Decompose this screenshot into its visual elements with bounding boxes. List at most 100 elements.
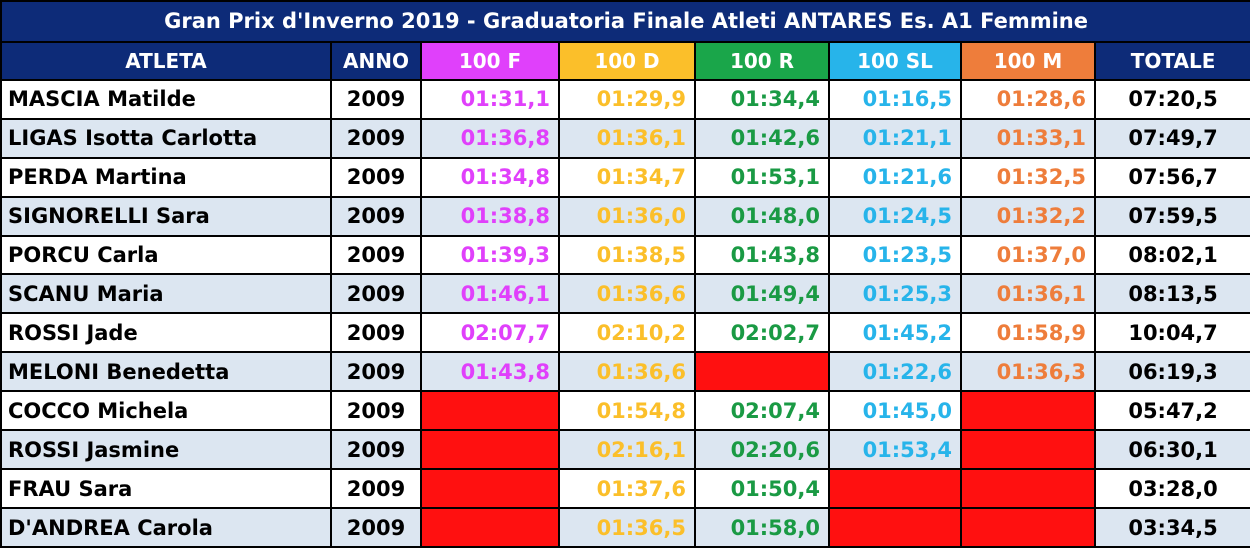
athlete-name: PORCU Carla [0, 234, 332, 276]
time-cell: 01:36,5 [558, 507, 696, 548]
missing-cell [694, 351, 830, 393]
time-cell: 01:58,9 [960, 312, 1096, 354]
column-header: 100 M [960, 40, 1096, 81]
time-cell: 06:30,1 [1093, 429, 1250, 471]
time-cell: 01:36,6 [558, 351, 696, 393]
missing-cell [420, 507, 560, 548]
year-cell: 2009 [330, 78, 422, 120]
time-cell: 06:19,3 [1093, 351, 1250, 393]
time-cell: 03:28,0 [1093, 468, 1250, 509]
time-cell: 01:28,6 [960, 78, 1096, 120]
year-cell: 2009 [330, 312, 422, 354]
athlete-name: ROSSI Jade [0, 312, 332, 354]
time-cell: 01:36,3 [960, 351, 1096, 393]
table-row: MELONI Benedetta 2009 01:43,8 01:36,6 01:22,… [0, 351, 1250, 393]
year-cell: 2009 [330, 390, 422, 432]
time-cell: 02:16,1 [558, 429, 696, 471]
time-cell: 01:24,5 [828, 195, 962, 237]
athlete-name: COCCO Michela [0, 390, 332, 432]
time-cell: 03:34,5 [1093, 507, 1250, 548]
athlete-name: LIGAS Isotta Carlotta [0, 117, 332, 159]
time-cell: 01:21,1 [828, 117, 962, 159]
athlete-name: PERDA Martina [0, 156, 332, 198]
missing-cell [420, 390, 560, 432]
year-cell: 2009 [330, 195, 422, 237]
time-cell: 05:47,2 [1093, 390, 1250, 432]
time-cell: 01:49,4 [694, 273, 830, 315]
athlete-name: ROSSI Jasmine [0, 429, 332, 471]
time-cell: 08:02,1 [1093, 234, 1250, 276]
time-cell: 01:53,1 [694, 156, 830, 198]
table-row: FRAU Sara 2009 01:37,6 01:50,4 03:28,0 [0, 468, 1250, 509]
missing-cell [828, 468, 962, 509]
time-cell: 01:29,9 [558, 78, 696, 120]
time-cell: 01:43,8 [420, 351, 560, 393]
table-row: ROSSI Jasmine 2009 02:16,1 02:20,6 01:53,4 06… [0, 429, 1250, 471]
time-cell: 01:46,1 [420, 273, 560, 315]
time-cell: 02:02,7 [694, 312, 830, 354]
column-header: 100 F [420, 40, 560, 81]
time-cell: 07:56,7 [1093, 156, 1250, 198]
athlete-name: FRAU Sara [0, 468, 332, 509]
time-cell: 01:50,4 [694, 468, 830, 509]
time-cell: 01:36,0 [558, 195, 696, 237]
year-cell: 2009 [330, 117, 422, 159]
missing-cell [960, 507, 1096, 548]
table-row: D'ANDREA Carola 2009 01:36,5 01:58,0 03:34,5 [0, 507, 1250, 548]
time-cell: 01:32,2 [960, 195, 1096, 237]
year-cell: 2009 [330, 468, 422, 509]
time-cell: 01:45,2 [828, 312, 962, 354]
time-cell: 01:58,0 [694, 507, 830, 548]
missing-cell [960, 468, 1096, 509]
time-cell: 01:16,5 [828, 78, 962, 120]
table-row: COCCO Michela 2009 01:54,8 02:07,4 01:45,0 05… [0, 390, 1250, 432]
time-cell: 01:36,6 [558, 273, 696, 315]
missing-cell [960, 429, 1096, 471]
athlete-name: SCANU Maria [0, 273, 332, 315]
time-cell: 08:13,5 [1093, 273, 1250, 315]
time-cell: 01:48,0 [694, 195, 830, 237]
year-cell: 2009 [330, 351, 422, 393]
time-cell: 07:20,5 [1093, 78, 1250, 120]
athlete-name: MELONI Benedetta [0, 351, 332, 393]
time-cell: 07:49,7 [1093, 117, 1250, 159]
time-cell: 02:20,6 [694, 429, 830, 471]
title-row: Gran Prix d'Inverno 2019 - Graduatoria F… [0, 0, 1250, 43]
time-cell: 01:23,5 [828, 234, 962, 276]
time-cell: 01:21,6 [828, 156, 962, 198]
missing-cell [420, 429, 560, 471]
time-cell: 01:25,3 [828, 273, 962, 315]
time-cell: 01:54,8 [558, 390, 696, 432]
time-cell: 01:22,6 [828, 351, 962, 393]
table-row: LIGAS Isotta Carlotta 2009 01:36,8 01:36,1 0… [0, 117, 1250, 159]
table-title: Gran Prix d'Inverno 2019 - Graduatoria F… [0, 0, 1250, 43]
column-header: TOTALE [1093, 40, 1250, 81]
table-row: SCANU Maria 2009 01:46,1 01:36,6 01:49,4 01:2… [0, 273, 1250, 315]
time-cell: 01:37,6 [558, 468, 696, 509]
missing-cell [960, 390, 1096, 432]
missing-cell [828, 507, 962, 548]
time-cell: 01:33,1 [960, 117, 1096, 159]
column-header: 100 D [558, 40, 696, 81]
year-cell: 2009 [330, 507, 422, 548]
athlete-name: MASCIA Matilde [0, 78, 332, 120]
column-header: ATLETA [0, 40, 332, 81]
year-cell: 2009 [330, 429, 422, 471]
time-cell: 01:39,3 [420, 234, 560, 276]
table-row: SIGNORELLI Sara 2009 01:38,8 01:36,0 01:48,0… [0, 195, 1250, 237]
column-header: 100 SL [828, 40, 962, 81]
time-cell: 07:59,5 [1093, 195, 1250, 237]
time-cell: 01:38,5 [558, 234, 696, 276]
time-cell: 01:43,8 [694, 234, 830, 276]
time-cell: 02:10,2 [558, 312, 696, 354]
time-cell: 01:31,1 [420, 78, 560, 120]
time-cell: 01:53,4 [828, 429, 962, 471]
athlete-name: D'ANDREA Carola [0, 507, 332, 548]
time-cell: 01:36,8 [420, 117, 560, 159]
time-cell: 01:34,4 [694, 78, 830, 120]
time-cell: 01:34,8 [420, 156, 560, 198]
table-row: ROSSI Jade 2009 02:07,7 02:10,2 02:02,7 01:45… [0, 312, 1250, 354]
